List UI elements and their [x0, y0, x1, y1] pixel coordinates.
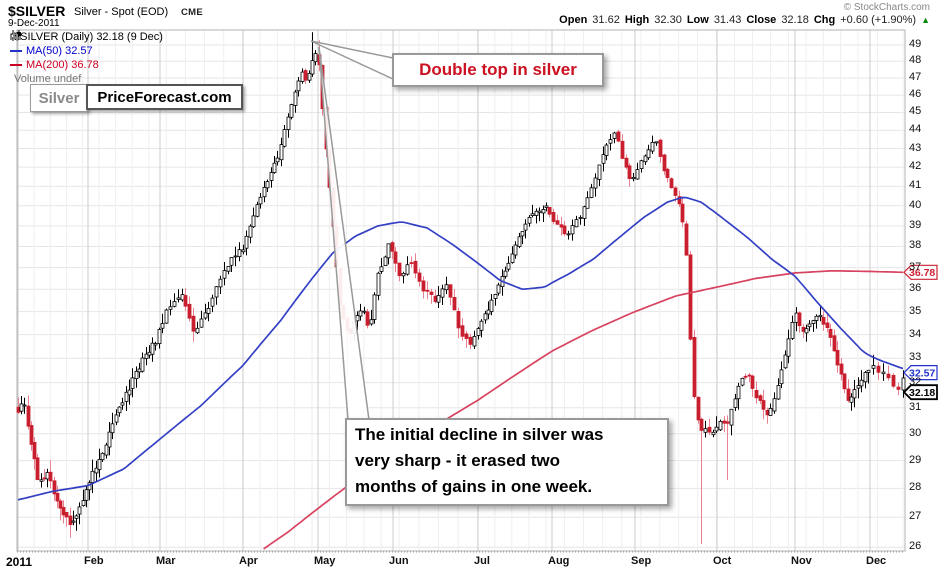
x-axis-month-label: Jul [474, 555, 490, 567]
legend-ma200-label: MA(200) 36.78 [26, 58, 99, 71]
y-axis-tick-label: 27 [909, 510, 922, 523]
low-value: 31.43 [713, 14, 742, 26]
y-axis-tick-label: 42 [909, 160, 922, 173]
high-label: High [624, 14, 650, 26]
y-axis-tick-label: 43 [909, 141, 922, 154]
y-axis-tick-label: 44 [909, 123, 922, 136]
price-flag-label: 32.57 [909, 367, 935, 379]
legend-series-row: $SILVER (Daily) 32.18 (9 Dec) [10, 30, 163, 43]
low-label: Low [686, 14, 709, 26]
double-top-text: Double top in silver [419, 60, 577, 79]
logo-silver-box: Silver [30, 84, 88, 112]
close-value: 32.18 [781, 14, 809, 26]
chg-value: +0.60 (+1.90%) [840, 14, 917, 26]
x-axis-month-label: May [314, 555, 336, 567]
x-axis-month-label: Apr [239, 555, 258, 567]
y-axis-tick-label: 36 [909, 282, 922, 295]
ticker-symbol: $SILVER [8, 3, 66, 19]
double-top-annotation: Double top in silver [392, 53, 604, 87]
legend-ma50-row: MA(50) 32.57 [10, 44, 163, 57]
y-axis-tick-label: 30 [909, 426, 922, 439]
price-flag-label: 36.78 [909, 267, 935, 279]
y-axis-tick-label: 29 [909, 453, 922, 466]
legend-ma200-row: MA(200) 36.78 [10, 58, 163, 71]
y-axis-tick-label: 46 [909, 88, 922, 101]
ma50-line-swatch [10, 49, 22, 52]
instrument-title: Silver - Spot (EOD) [74, 6, 169, 18]
chg-label: Chg [813, 14, 836, 26]
legend-ma50-label: MA(50) 32.57 [26, 44, 93, 57]
x-axis-month-label: Nov [791, 555, 812, 567]
y-axis-tick-label: 41 [909, 179, 922, 192]
open-value: 31.62 [592, 14, 620, 26]
chart-legend: $SILVER (Daily) 32.18 (9 Dec) MA(50) 32.… [10, 30, 163, 85]
decline-text-line2: very sharp - it erased two [355, 451, 561, 470]
chart-date: 9-Dec-2011 [8, 18, 60, 29]
y-axis-tick-label: 48 [909, 54, 922, 67]
y-axis-tick-label: 33 [909, 351, 922, 364]
x-axis-month-label: Feb [84, 555, 104, 567]
x-axis-month-label: Oct [713, 555, 732, 567]
y-axis-tick-label: 40 [909, 198, 922, 211]
exchange-label: CME [181, 7, 204, 18]
x-axis-year-label: 2011 [6, 555, 33, 569]
x-axis-month-label: Dec [866, 555, 887, 567]
stockcharts-credit: © StockCharts.com [843, 2, 930, 13]
y-axis-tick-label: 38 [909, 239, 922, 252]
decline-text-line1: The initial decline in silver was [355, 425, 604, 444]
chg-up-triangle-icon: ▲ [921, 15, 930, 25]
ma200-line-swatch [10, 63, 22, 66]
y-axis-tick-label: 32 [909, 375, 922, 388]
close-label: Close [746, 14, 777, 26]
decline-text-line3: months of gains in one week. [355, 477, 593, 496]
y-axis-tick-label: 37 [909, 260, 922, 273]
legend-volume-row: Volume undef [10, 32, 163, 85]
y-axis-tick-label: 28 [909, 481, 922, 494]
open-label: Open [559, 14, 588, 26]
initial-decline-annotation: The initial decline in silver was very s… [345, 418, 669, 506]
y-axis-tick-label: 35 [909, 304, 922, 317]
y-axis-tick-label: 45 [909, 105, 922, 118]
legend-volume-label: Volume undef [14, 72, 82, 85]
y-axis-tick-label: 47 [909, 71, 922, 84]
y-axis-tick-label: 49 [909, 38, 922, 50]
price-flag-label: 32.18 [909, 387, 935, 399]
y-axis-tick-label: 34 [909, 327, 922, 340]
ohlc-quote-bar: Open 31.62 High 32.30 Low 31.43 Close 32… [559, 14, 930, 26]
x-axis-month-label: Sep [631, 555, 652, 567]
x-axis-month-label: Aug [548, 555, 570, 567]
legend-series-label: $SILVER (Daily) 32.18 (9 Dec) [14, 30, 163, 43]
x-axis-month-label: Jun [389, 555, 409, 567]
x-axis-month-label: Mar [156, 555, 176, 567]
high-value: 32.30 [654, 14, 682, 26]
y-axis-tick-label: 39 [909, 218, 922, 231]
logo-priceforecast-box: PriceForecast.com [86, 84, 243, 110]
y-axis-tick-label: 31 [909, 400, 922, 413]
y-axis-tick-label: 26 [909, 540, 922, 553]
